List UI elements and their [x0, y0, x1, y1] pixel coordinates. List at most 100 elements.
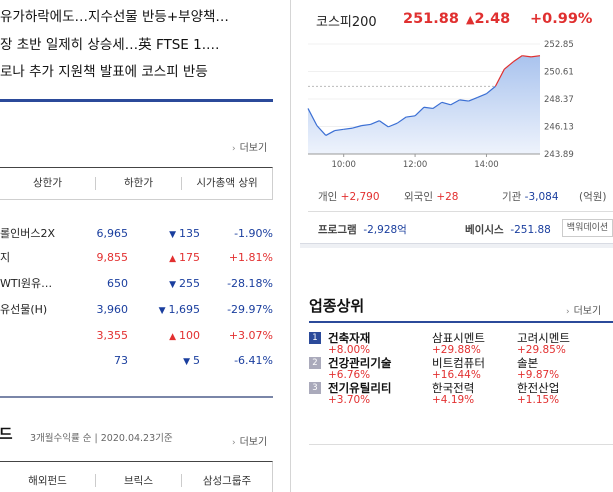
series-segment [307, 108, 318, 126]
series-segment [352, 125, 362, 129]
stock-change: ▼ 255 [169, 277, 200, 290]
table-row[interactable]: 3,355 ▲ 100 +3.07% [0, 323, 274, 348]
down-triangle-icon: ▼ [169, 230, 176, 240]
series-segment [494, 68, 505, 87]
divider [309, 444, 613, 445]
program-trading: 프로그램 -2,928억 [318, 224, 407, 236]
sector-stock-name[interactable]: 한전산업 [517, 381, 560, 395]
stock-rate: -6.41% [234, 354, 273, 367]
tab-upper-limit[interactable]: 상한가 [33, 177, 62, 189]
stock-price: 3,355 [96, 329, 129, 342]
index-chart[interactable]: 252.85 250.61 248.37 246.13 243.89 10:00 12:00… [300, 34, 613, 170]
series-segment [423, 106, 434, 110]
stock-change: ▲ 175 [169, 251, 200, 264]
up-triangle-icon: ▲ [169, 332, 176, 342]
table-row[interactable]: 73 ▼ 5 -6.41% [0, 348, 273, 373]
sector-name[interactable]: 전기유틸리티 [328, 381, 392, 395]
fund-subtitle: 3개월수익률 순 | 2020.04.23기준 [30, 433, 173, 444]
tab-samsung-group[interactable]: 삼성그룹주 [202, 475, 252, 487]
series-segment [388, 122, 398, 128]
stock-price: 650 [107, 277, 128, 290]
tab-overseas-fund[interactable]: 해외펀드 [28, 475, 67, 487]
series-segment [379, 120, 389, 128]
sector-rate: +3.70% [328, 394, 371, 406]
tab-market-cap[interactable]: 시가총액 상위 [196, 177, 258, 189]
stock-name[interactable]: WTI원유… [0, 277, 53, 290]
series-segment [441, 101, 451, 106]
stock-price: 3,960 [96, 303, 129, 316]
chevron-right-icon: › [232, 438, 236, 448]
backwardation-badge[interactable]: 백워데이션 [562, 219, 613, 237]
down-triangle-icon: ▼ [183, 357, 190, 367]
section-divider [0, 99, 273, 102]
sector-name[interactable]: 건축자재 [328, 331, 371, 345]
series-segment [414, 106, 425, 117]
stock-name[interactable]: 롤인버스2X [0, 227, 56, 240]
sector-stock-name[interactable]: 고려시멘트 [517, 331, 570, 345]
table-row[interactable]: 지 9,855 ▲ 175 +1.81% [0, 245, 273, 270]
sector-rate: +4.19% [432, 394, 475, 406]
series-segment [450, 99, 460, 106]
chart-svg: 252.85 250.61 248.37 246.13 243.89 10:00 12:00… [307, 40, 574, 170]
index-rate: +0.99% [530, 11, 593, 27]
index-name[interactable]: 코스피200 [316, 15, 377, 30]
table-row[interactable]: 유선물(H) 3,960 ▼ 1,695 -29.97% [0, 297, 273, 322]
chart-area [308, 55, 540, 154]
down-triangle-icon: ▼ [158, 306, 166, 316]
news-headline[interactable]: 장 초반 일제히 상승세…英 FTSE 1.… [0, 37, 220, 53]
basis: 베이시스 -251.88 [465, 224, 551, 236]
sector-name[interactable]: 건강관리기술 [328, 356, 392, 370]
stock-price: 73 [114, 354, 128, 367]
stock-name[interactable]: 유선물(H) [0, 303, 48, 316]
sector-stock-name[interactable]: 비트컴퓨터 [432, 356, 485, 370]
section-divider [0, 396, 273, 398]
y-tick-label: 250.61 [544, 68, 574, 78]
stock-rate: -1.90% [234, 227, 273, 240]
y-tick-label: 246.13 [544, 123, 574, 133]
stock-rate: +3.07% [228, 329, 273, 342]
x-tick-label: 10:00 [331, 160, 356, 170]
sector-stock-name[interactable]: 솔본 [517, 356, 539, 370]
index-change: ▲2.48 [466, 11, 511, 27]
series-segment [343, 127, 353, 130]
sector-stock-name[interactable]: 한국전력 [432, 381, 475, 395]
table-row[interactable]: 롤인버스2X 6,965 ▼ 135 -1.90% [0, 221, 273, 246]
stock-rate: -29.97% [227, 303, 273, 316]
stock-tabs: 상한가 하한가 시가총액 상위 [0, 167, 273, 200]
news-headline[interactable]: 로나 추가 지원책 발표에 코스피 반등 [0, 64, 208, 80]
sector-rank-badge: 3 [309, 382, 321, 394]
series-segment [361, 123, 371, 127]
stock-change: ▼ 1,695 [158, 303, 200, 316]
more-link[interactable]: › 더보기 [232, 143, 268, 154]
investor-individual: 개인 +2,790 [318, 191, 380, 203]
news-headline[interactable]: 유가하락에도…지수선물 반등+부양책… [0, 9, 229, 25]
stock-change: ▼ 5 [183, 354, 200, 367]
tab-brics[interactable]: 브릭스 [124, 475, 153, 487]
stock-name[interactable]: 지 [0, 251, 11, 264]
series-segment [316, 125, 327, 136]
y-tick-label: 248.37 [544, 95, 574, 105]
chevron-right-icon: › [232, 144, 236, 154]
sector-rate: +9.87% [517, 369, 560, 381]
sector-rate: +1.15% [517, 394, 560, 406]
series-segment [477, 93, 487, 98]
investor-institution: 기관 -3,084 [502, 191, 559, 203]
x-tick-label: 14:00 [474, 160, 499, 170]
table-row[interactable]: WTI원유… 650 ▼ 255 -28.18% [0, 271, 273, 296]
investor-unit: (억원) [579, 191, 607, 203]
sector-rate: +16.44% [432, 369, 481, 381]
column-divider [290, 0, 291, 492]
tab-lower-limit[interactable]: 하한가 [124, 177, 153, 189]
sector-rate: +29.88% [432, 344, 481, 356]
series-segment [325, 130, 336, 136]
more-link[interactable]: › 더보기 [232, 437, 268, 448]
sector-stock-name[interactable]: 삼표시멘트 [432, 331, 485, 345]
chevron-right-icon: › [566, 307, 570, 317]
series-segment [486, 85, 496, 95]
fund-tabs: 해외펀드 브릭스 삼성그룹주 [0, 461, 273, 492]
more-link[interactable]: › 더보기 [566, 306, 602, 317]
investor-foreign: 외국인 +28 [404, 191, 459, 203]
section-divider [300, 243, 613, 248]
fund-title: 펀드 [0, 425, 13, 443]
series-segment [503, 61, 514, 70]
